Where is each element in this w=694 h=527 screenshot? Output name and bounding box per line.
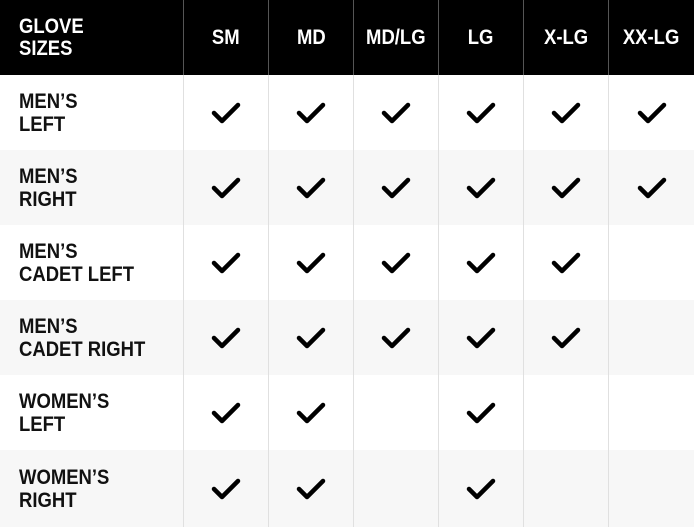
cell-text: XX-LG (623, 25, 680, 49)
cell (438, 450, 523, 527)
cell (608, 300, 694, 375)
check-mark (296, 177, 326, 198)
cell (438, 375, 523, 450)
row-label: MEN’S CADET RIGHT (0, 300, 183, 375)
cell (268, 375, 353, 450)
check-mark (466, 327, 496, 348)
cell-text: SM (212, 25, 240, 49)
header-cell: MD (268, 0, 353, 75)
check-mark (211, 177, 241, 198)
cell-text: LG (468, 25, 494, 49)
header-cell: X-LG (523, 0, 608, 75)
cell (523, 150, 608, 225)
cell (608, 150, 694, 225)
cell-text: MD/LG (366, 25, 426, 49)
check-mark (637, 102, 666, 123)
check-mark (466, 177, 496, 198)
cell (268, 75, 353, 150)
cell (183, 300, 268, 375)
cell (183, 450, 268, 527)
cell-text: MEN’S CADET RIGHT (19, 314, 146, 361)
header-cell: SM (183, 0, 268, 75)
cell (268, 225, 353, 300)
check-mark (381, 252, 411, 273)
cell-text: MEN’S RIGHT (19, 164, 78, 211)
check-mark (211, 327, 241, 348)
cell (608, 225, 694, 300)
cell (353, 75, 438, 150)
check-mark (211, 478, 241, 499)
header-cell: XX-LG (608, 0, 694, 75)
check-mark (466, 402, 496, 423)
cell (438, 75, 523, 150)
header-cell: GLOVE SIZES (0, 0, 183, 75)
cell-text: MD (296, 25, 326, 49)
cell (353, 450, 438, 527)
cell (353, 225, 438, 300)
row-label: MEN’S CADET LEFT (0, 225, 183, 300)
header-cell: MD/LG (353, 0, 438, 75)
cell-text: WOMEN’S LEFT (19, 389, 110, 436)
row-label: MEN’S LEFT (0, 75, 183, 150)
cell (438, 150, 523, 225)
check-mark (551, 102, 581, 123)
cell (183, 150, 268, 225)
check-mark (551, 177, 581, 198)
cell (268, 450, 353, 527)
cell (608, 75, 694, 150)
header-cell: LG (438, 0, 523, 75)
cell (523, 450, 608, 527)
check-mark (296, 102, 326, 123)
cell (183, 75, 268, 150)
check-mark (466, 102, 496, 123)
cell (608, 450, 694, 527)
cell-text: X-LG (543, 25, 589, 49)
cell (268, 300, 353, 375)
cell (438, 300, 523, 375)
cell (353, 300, 438, 375)
check-mark (211, 252, 241, 273)
cell (523, 225, 608, 300)
cell (183, 225, 268, 300)
cell (523, 375, 608, 450)
check-mark (296, 327, 326, 348)
cell (608, 375, 694, 450)
cell-text: MEN’S LEFT (19, 89, 78, 136)
row-label: WOMEN’S LEFT (0, 375, 183, 450)
cell (438, 225, 523, 300)
row-label: WOMEN’S RIGHT (0, 450, 183, 527)
check-mark (381, 177, 411, 198)
cell (523, 75, 608, 150)
cell-text: GLOVE SIZES (19, 14, 84, 60)
cell-text: WOMEN’S RIGHT (19, 465, 110, 512)
cell (523, 300, 608, 375)
check-mark (296, 252, 326, 273)
cell-text: MEN’S CADET LEFT (19, 239, 134, 286)
check-mark (211, 102, 241, 123)
check-mark (551, 327, 581, 348)
check-mark (466, 252, 496, 273)
cell (268, 150, 353, 225)
cell (353, 150, 438, 225)
row-label: MEN’S RIGHT (0, 150, 183, 225)
check-mark (466, 478, 496, 499)
check-mark (637, 177, 666, 198)
check-mark (551, 252, 581, 273)
check-mark (296, 402, 326, 423)
cell (183, 375, 268, 450)
check-mark (381, 327, 411, 348)
check-mark (381, 102, 411, 123)
cell (353, 375, 438, 450)
check-mark (211, 402, 241, 423)
check-mark (296, 478, 326, 499)
